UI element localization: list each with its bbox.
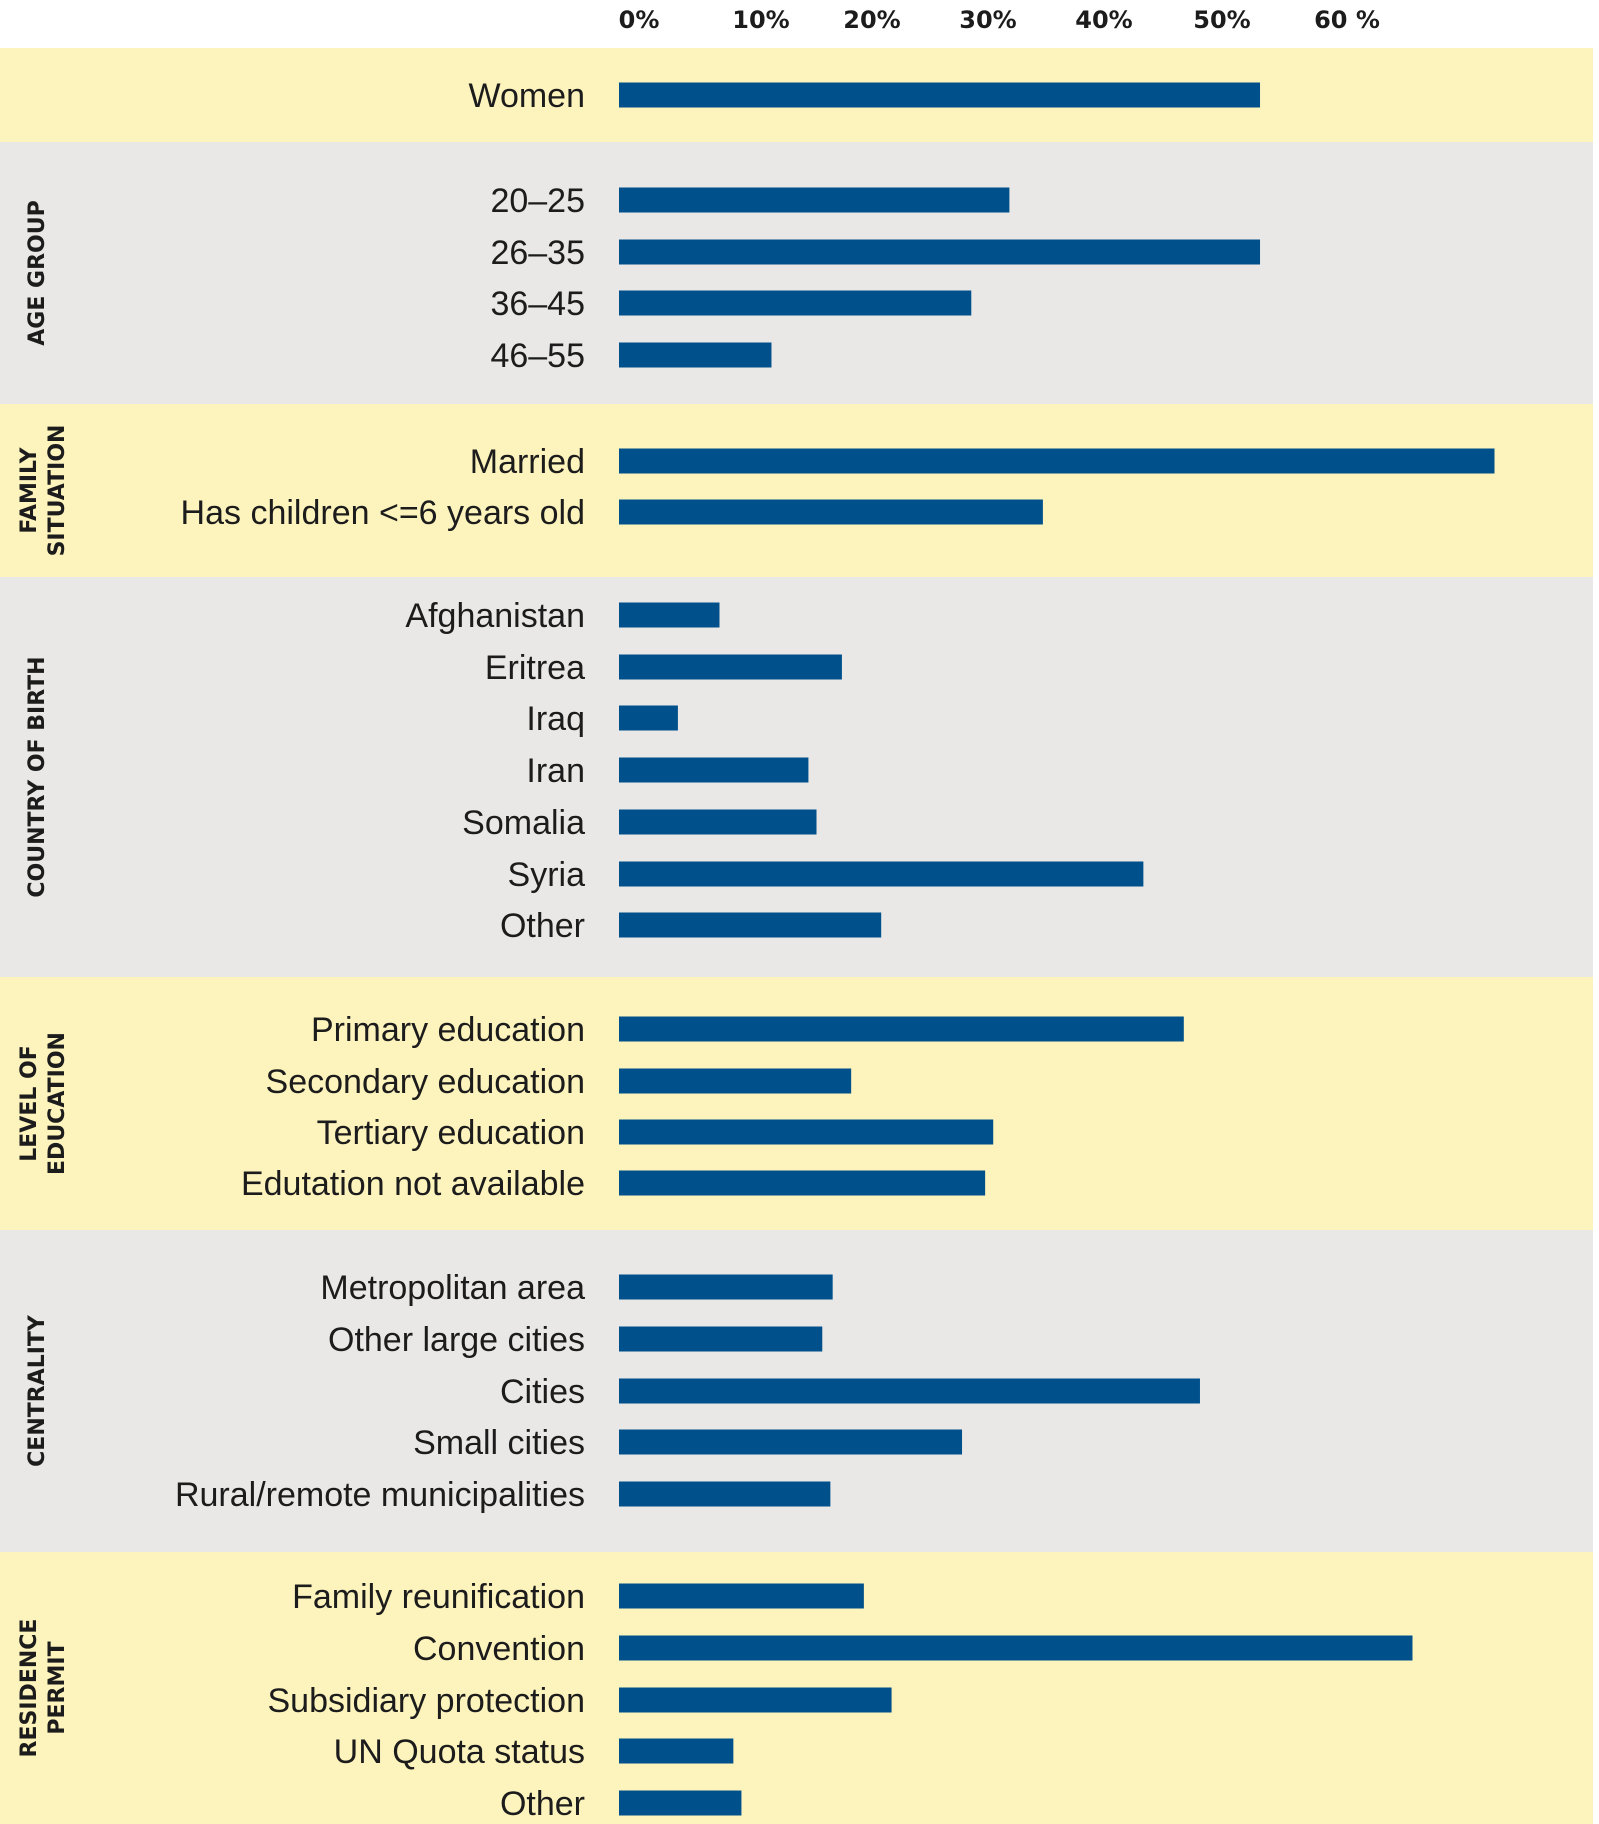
bar xyxy=(619,1119,994,1145)
x-tick-label: 50% xyxy=(1193,6,1250,34)
category-label: Married xyxy=(470,443,585,481)
category-label: Somalia xyxy=(462,804,585,842)
category-label: 46–55 xyxy=(490,337,585,375)
bar xyxy=(619,1326,823,1352)
category-label: Eritrea xyxy=(485,649,585,687)
bar xyxy=(619,1635,1413,1661)
category-label: Iran xyxy=(526,752,585,790)
category-label: Has children <=6 years old xyxy=(181,494,585,532)
bar xyxy=(619,448,1495,474)
x-tick-label: 40% xyxy=(1075,6,1132,34)
bar xyxy=(619,1170,986,1196)
bar xyxy=(619,1738,734,1764)
group-label: EDUCATION xyxy=(45,1032,70,1175)
x-axis-ticks: 0% 10% 20% 30% 40% 50% 60 % xyxy=(619,6,1380,34)
category-label: Afghanistan xyxy=(405,597,585,635)
category-label: Other xyxy=(500,907,585,945)
bars xyxy=(619,82,1495,1816)
category-label: Syria xyxy=(508,856,586,894)
bar xyxy=(619,239,1261,265)
category-label: Secondary education xyxy=(266,1063,585,1101)
bar xyxy=(619,499,1043,525)
group-label: LEVEL OF xyxy=(17,1045,42,1162)
category-label: 20–25 xyxy=(490,182,585,220)
category-label: Metropolitan area xyxy=(320,1269,585,1307)
category-label: 26–35 xyxy=(490,234,585,272)
bar xyxy=(619,654,842,680)
category-label: Edutation not available xyxy=(241,1165,585,1203)
category-label: Other xyxy=(500,1785,585,1823)
bar xyxy=(619,1068,852,1094)
x-tick-label: 10% xyxy=(732,6,789,34)
category-label: Subsidiary protection xyxy=(267,1682,585,1720)
category-label: Convention xyxy=(413,1630,585,1668)
group-label: COUNTRY OF BIRTH xyxy=(25,656,50,897)
x-tick-label: 0% xyxy=(619,6,660,34)
bar xyxy=(619,290,972,316)
bar xyxy=(619,1378,1200,1404)
category-label: Iraq xyxy=(526,700,585,738)
category-label: Tertiary education xyxy=(317,1114,585,1152)
category-label: Other large cities xyxy=(328,1321,585,1359)
bar xyxy=(619,1790,742,1816)
bar xyxy=(619,705,678,731)
x-tick-label: 30% xyxy=(959,6,1016,34)
bar xyxy=(619,82,1261,108)
category-label: UN Quota status xyxy=(334,1733,585,1771)
category-label: Small cities xyxy=(413,1424,585,1462)
bar xyxy=(619,1429,963,1455)
bar xyxy=(619,1481,831,1507)
group-label: PERMIT xyxy=(45,1641,70,1734)
x-tick-label: 20% xyxy=(843,6,900,34)
bar xyxy=(619,757,809,783)
group-label: RESIDENCE xyxy=(17,1619,42,1758)
category-label: Cities xyxy=(500,1373,585,1411)
group-label: AGE GROUP xyxy=(25,200,50,345)
category-labels: Women 20–25 26–35 36–45 46–55 Married Has chil… xyxy=(175,77,585,1823)
bar xyxy=(619,1583,864,1609)
bar xyxy=(619,861,1144,887)
bar xyxy=(619,342,772,368)
x-tick-label: 60 % xyxy=(1314,6,1380,34)
group-label: FAMILY xyxy=(17,446,42,533)
bar xyxy=(619,1016,1184,1042)
category-label: Women xyxy=(468,77,585,115)
category-label: Rural/remote municipalities xyxy=(175,1476,585,1514)
group-labels: AGE GROUP FAMILY SITUATION COUNTRY OF BIRTH… xyxy=(17,200,70,1757)
category-label: 36–45 xyxy=(490,285,585,323)
category-label: Primary education xyxy=(311,1011,585,1049)
group-band xyxy=(0,404,1593,577)
group-band xyxy=(0,142,1593,404)
bar xyxy=(619,1687,892,1713)
bar xyxy=(619,1274,833,1300)
bar xyxy=(619,602,720,628)
group-label: CENTRALITY xyxy=(25,1314,50,1467)
category-label: Family reunification xyxy=(292,1578,585,1616)
bar xyxy=(619,187,1010,213)
bar xyxy=(619,809,817,835)
bar xyxy=(619,912,882,938)
group-label: SITUATION xyxy=(45,425,70,557)
